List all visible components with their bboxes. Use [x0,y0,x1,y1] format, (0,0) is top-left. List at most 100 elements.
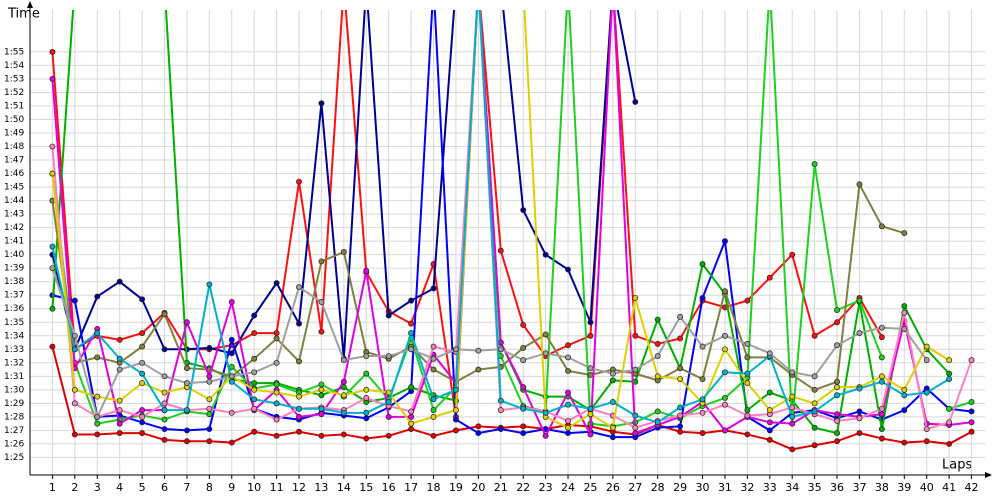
data-point [878,324,885,331]
x-tick-label: 22 [516,481,530,494]
data-point [139,413,146,420]
data-point [946,376,953,382]
data-point [139,380,146,387]
data-point [587,372,594,378]
data-point [430,285,437,292]
data-point [363,386,370,393]
data-point [161,426,168,432]
data-point [139,296,146,303]
data-point [340,392,347,399]
y-axis-arrow [27,1,33,8]
data-point [878,435,885,442]
data-point [878,223,885,230]
x-tick-label: 19 [449,481,463,494]
data-point [251,312,258,319]
y-tick-label: 1:51 [4,101,24,111]
data-point [834,342,840,349]
data-point [206,378,213,385]
data-point [161,436,168,443]
data-point [901,303,908,309]
y-tick-label: 1:29 [4,399,24,409]
data-point [318,386,325,393]
data-point [206,411,213,418]
data-point [116,430,123,437]
data-point [161,400,168,407]
data-point [789,251,796,258]
data-point [901,309,908,316]
data-point [497,346,504,353]
data-point [273,359,280,366]
x-tick-label: 15 [359,481,373,494]
data-point [542,251,549,258]
data-point [228,378,235,385]
data-point [139,330,146,337]
x-tick-label: 29 [673,481,687,494]
data-point [946,405,953,412]
data-point [475,366,482,373]
data-point [251,386,258,393]
data-point [408,413,415,420]
data-point [49,243,56,250]
data-point [139,370,146,377]
data-point [452,386,459,393]
data-point [789,446,796,453]
x-tick-label: 21 [494,481,508,494]
data-point [654,340,661,347]
data-point [699,409,706,416]
data-point [251,380,258,387]
x-tick-label: 36 [830,481,844,494]
data-point [722,369,728,376]
y-tick-label: 1:30 [4,385,24,395]
data-point [273,389,280,396]
y-tick-label: 1:38 [4,277,24,287]
data-point [677,376,684,382]
data-point [296,358,302,365]
data-point [677,335,684,342]
data-point [811,386,818,393]
data-point [722,288,728,295]
data-point [946,419,953,426]
data-point [565,430,571,437]
data-point [71,386,78,393]
data-point [206,405,213,412]
y-tick-label: 1:32 [4,358,24,368]
data-point [856,430,863,437]
x-tick-label: 7 [183,481,190,494]
y-tick-label: 1:26 [4,439,24,449]
data-point [811,332,818,339]
data-point [587,332,594,339]
data-point [677,313,684,320]
data-point [251,330,258,337]
y-tick-label: 1:48 [4,142,24,152]
data-point [520,423,527,430]
data-point [318,258,325,265]
data-point [632,430,639,437]
data-point [408,330,415,337]
data-point [340,409,347,416]
data-point [430,407,437,414]
data-point [318,411,325,418]
data-point [206,396,213,403]
x-tick-label: 20 [471,481,485,494]
y-tick-label: 1:28 [4,412,24,422]
y-tick-label: 1:36 [4,304,24,314]
data-point [766,427,773,434]
data-point [609,377,616,384]
y-tick-label: 1:33 [4,345,24,355]
data-point [699,430,706,437]
x-tick-label: 26 [606,481,620,494]
data-point [497,247,504,254]
data-point [722,346,728,353]
x-tick-label: 1 [49,481,56,494]
data-point [923,438,930,445]
y-tick-label: 1:37 [4,291,24,301]
x-tick-label: 35 [808,481,822,494]
data-point [296,405,302,412]
data-point [116,407,123,414]
data-point [811,442,818,449]
data-point [654,353,661,359]
x-tick-label: 40 [920,481,934,494]
data-point [228,439,235,446]
data-point [587,431,594,438]
data-point [878,411,885,418]
